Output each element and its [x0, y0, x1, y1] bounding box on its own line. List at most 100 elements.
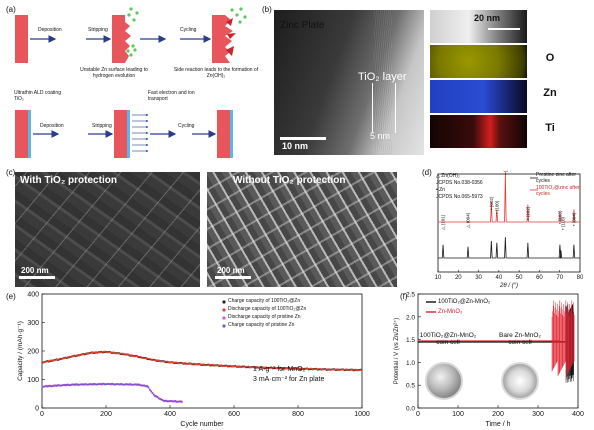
cap-point	[166, 360, 169, 363]
xrd-peak-label: • (100)	[494, 200, 499, 214]
volt-ylabel: Potential / V (vs Zn/Zn²⁺)	[393, 318, 400, 385]
xrd-peak-label: • (110)	[560, 217, 565, 230]
cap-point	[137, 383, 140, 386]
cell-label-right: Bare Zn-MnO₂ coin cell	[499, 332, 541, 346]
cap-point	[192, 362, 195, 365]
cap-point	[183, 362, 186, 364]
xrd-xtick-label: 20	[455, 275, 462, 281]
cap-point	[133, 355, 136, 358]
volt-legend-2: Zn-MnO₂	[438, 309, 463, 315]
cap-point	[159, 360, 161, 363]
cap-point	[170, 361, 173, 364]
zn-electrode-5	[114, 110, 127, 158]
cap-legend-1: Charge capacity of 100TiO₂@Zn	[228, 298, 301, 304]
coin-cell-tio2	[425, 362, 463, 400]
cap-point	[109, 351, 112, 354]
cap-point	[114, 352, 117, 355]
cap-point	[146, 385, 149, 387]
cap-point	[49, 384, 51, 387]
cap-point	[84, 383, 87, 385]
tem-image: Zinc Plate TiO₂ layer 5 nm 10 nm	[274, 10, 424, 155]
cap-series-1	[41, 350, 362, 372]
eds-map-o	[430, 45, 527, 78]
volt-trace-bare-spikes	[551, 300, 575, 377]
cap-point	[111, 382, 114, 385]
cap-point	[198, 363, 201, 366]
cap-axes-frame	[41, 293, 363, 409]
cap-point	[147, 386, 150, 389]
panel-label-b: (b)	[262, 5, 272, 14]
cap-point	[123, 353, 126, 356]
cap-legend-marker	[222, 316, 226, 320]
cap-xtick-label: 1000	[354, 411, 370, 418]
cap-point	[360, 369, 362, 371]
cap-point	[186, 363, 188, 366]
volt-legend-1: 100TiO₂@Zn-MnO₂	[438, 299, 491, 305]
cell-label-left: 100TiO₂@Zn-MnO₂ coin cell	[419, 332, 477, 346]
cap-point	[113, 351, 115, 354]
cap-point	[118, 352, 121, 355]
cap-point	[161, 360, 164, 363]
cap-point	[142, 384, 145, 387]
cap-point	[75, 383, 78, 385]
cap-legend-marker	[222, 308, 226, 312]
cap-xtick-label: 400	[164, 411, 176, 418]
cap-point	[58, 384, 60, 386]
cap-point	[292, 367, 295, 369]
cap-point	[124, 353, 127, 356]
cap-ytick-label: 400	[27, 292, 39, 299]
xrd-peak-label: △ (004)	[466, 212, 471, 228]
volt-ytick-label: 2.5	[406, 292, 415, 299]
caption-side-reaction: Side reaction leads to the formation of …	[173, 67, 259, 79]
eds-map-zn	[430, 80, 527, 113]
xrd-ref-zn: • Zn	[436, 187, 445, 193]
cap-point	[188, 363, 191, 365]
thickness-label: 5 nm	[370, 131, 391, 141]
cap-point	[148, 389, 151, 391]
cap-ylabel: Capacity / (mAh·g⁻¹)	[17, 321, 24, 381]
xrd-peak-label: • (101)	[503, 170, 508, 175]
xrd-peak-label: • (004)	[571, 212, 576, 226]
cap-point	[156, 359, 159, 362]
cap-ytick-label: 100	[27, 377, 39, 384]
cap-point	[160, 360, 163, 363]
cap-point	[196, 363, 199, 366]
cap-point	[180, 400, 183, 403]
cap-point	[187, 363, 190, 365]
cap-point	[182, 362, 185, 365]
xrd-peak-label: • (102)	[525, 206, 530, 220]
cap-point	[274, 366, 277, 369]
volt-ytick-label: 0.0	[406, 406, 415, 413]
caption-ald-coating: Ultrathin ALD coating TiO₂	[14, 90, 61, 102]
scale-label-sem-left: 200 nm	[21, 266, 49, 275]
tio2-layer-label: TiO₂ layer	[358, 71, 407, 83]
cap-point	[174, 399, 177, 402]
cap-legend-2: Discharge capacity of 100TiO₂@Zn	[228, 306, 307, 312]
xrd-trace-pristine	[438, 237, 580, 259]
cap-legend-marker	[222, 300, 226, 304]
volt-xtick-label: 400	[572, 411, 584, 418]
cap-xtick-label: 800	[292, 411, 304, 418]
cap-point	[134, 355, 137, 358]
step-cycling-bottom: Cycling	[178, 123, 195, 129]
cap-point	[139, 384, 142, 387]
cap-point	[238, 365, 241, 368]
volt-ytick-label: 1.5	[406, 337, 415, 344]
zn-electrode-1	[15, 15, 28, 63]
panel-d-xrd-chart: 10 20 30 40 50 60 70 80 2θ / (°) △ (101) △ (004) • …	[435, 170, 584, 289]
cap-point	[163, 360, 165, 363]
panel-label-a: (a)	[6, 5, 16, 14]
eds-label-ti: Ti	[545, 122, 555, 134]
cap-point	[143, 384, 146, 387]
cap-point	[175, 361, 178, 364]
cap-point	[141, 384, 144, 387]
cap-point	[128, 354, 131, 356]
scale-label-main: 10 nm	[282, 141, 309, 151]
cap-point	[265, 366, 268, 369]
cap-point	[164, 360, 167, 363]
coin-cell-bare	[501, 362, 539, 400]
cap-point	[177, 362, 179, 365]
scale-label-sem-right: 200 nm	[217, 266, 245, 275]
xrd-peak-label: • (103)	[557, 210, 562, 224]
cap-xlabel: Cycle number	[180, 421, 224, 428]
